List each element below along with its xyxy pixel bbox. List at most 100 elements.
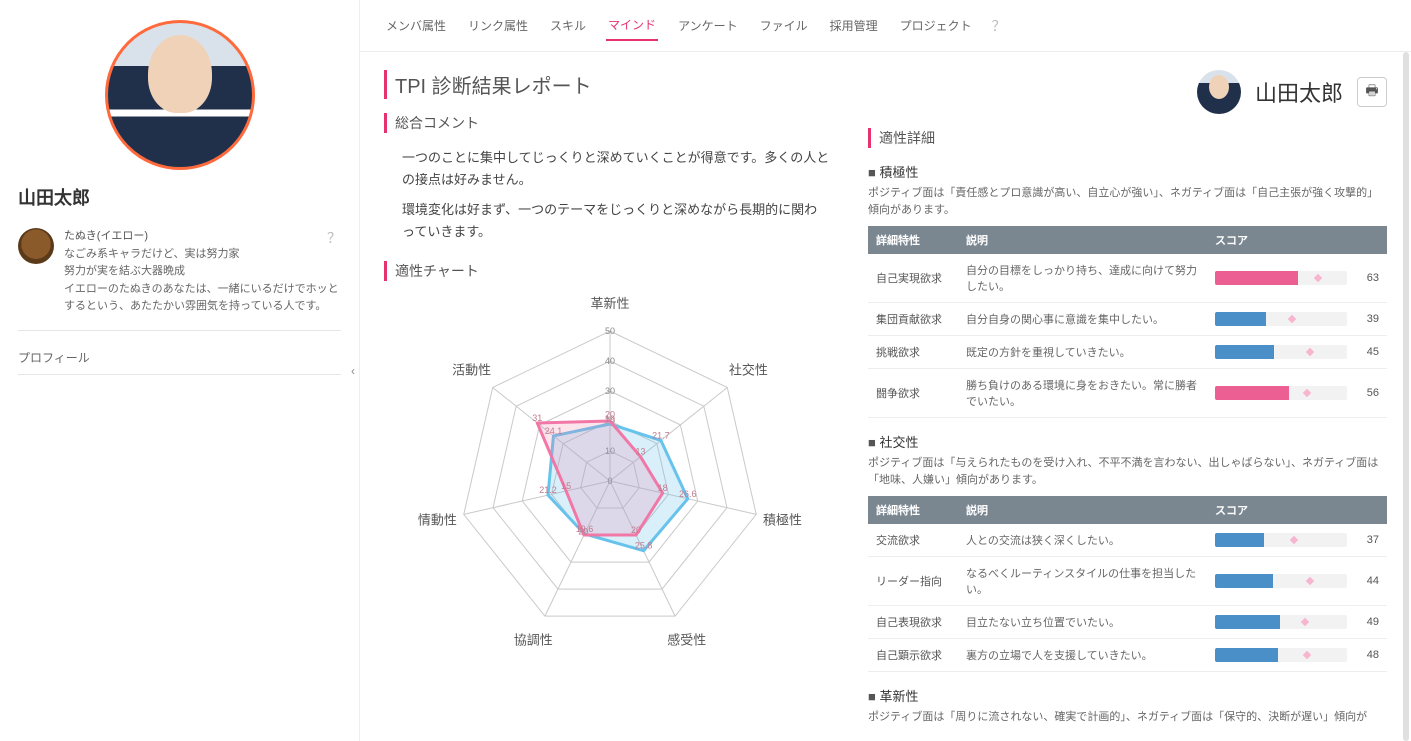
svg-text:15: 15 bbox=[561, 481, 571, 491]
table-row: 自己表現欲求目立たない立ち位置でいたい。49 bbox=[868, 606, 1387, 639]
svg-text:18: 18 bbox=[658, 483, 668, 493]
svg-text:40: 40 bbox=[605, 356, 615, 366]
tab-3[interactable]: マインド bbox=[606, 10, 658, 41]
tanuki-icon bbox=[18, 228, 54, 264]
trait-name: 集団貢献欲求 bbox=[868, 303, 958, 336]
svg-text:協調性: 協調性 bbox=[514, 633, 553, 648]
trait-score: 56 bbox=[1207, 369, 1387, 418]
tab-4[interactable]: アンケート bbox=[676, 11, 740, 40]
sidebar: 山田太郎 たぬき(イエロー) なごみ系キャラだけど、実は努力家 努力が実を結ぶ大… bbox=[0, 0, 360, 741]
th-desc: 説明 bbox=[958, 496, 1207, 524]
svg-text:感受性: 感受性 bbox=[667, 633, 706, 648]
trait-score: 63 bbox=[1207, 254, 1387, 303]
th-desc: 説明 bbox=[958, 226, 1207, 254]
trait-name: 自己表現欲求 bbox=[868, 606, 958, 639]
avatar[interactable] bbox=[105, 20, 255, 170]
sidebar-collapse-handle[interactable]: ‹ bbox=[346, 354, 360, 388]
content-right: 山田太郎 🖶 適性詳細 積極性ポジティブ面は「責任感とプロ意識が高い、自立心が強… bbox=[860, 52, 1411, 741]
tabs: メンバ属性リンク属性スキルマインドアンケートファイル採用管理プロジェクト ？ bbox=[360, 0, 1411, 52]
trait-score: 49 bbox=[1207, 606, 1387, 639]
svg-text:20: 20 bbox=[578, 527, 588, 537]
trait-desc: 目立たない立ち位置でいたい。 bbox=[958, 606, 1207, 639]
th-name: 詳細特性 bbox=[868, 496, 958, 524]
trait-desc: 裏方の立場で人を支援していきたい。 bbox=[958, 639, 1207, 672]
character-line: なごみ系キャラだけど、実は努力家 bbox=[64, 246, 341, 264]
table-row: 自己実現欲求自分の目標をしっかり持ち、達成に向けて努力したい。63 bbox=[868, 254, 1387, 303]
tab-7[interactable]: プロジェクト bbox=[898, 11, 974, 40]
trait-score: 45 bbox=[1207, 336, 1387, 369]
scrollbar[interactable] bbox=[1403, 52, 1409, 741]
trait-desc: なるべくルーティンスタイルの仕事を担当したい。 bbox=[958, 557, 1207, 606]
svg-text:革新性: 革新性 bbox=[590, 296, 629, 311]
trait-table: 詳細特性説明スコア交流欲求人との交流は狭く深くしたい。37リーダー指向なるべくル… bbox=[868, 496, 1387, 672]
trait-score: 39 bbox=[1207, 303, 1387, 336]
trait-desc: 既定の方針を重視していきたい。 bbox=[958, 336, 1207, 369]
trait-name: リーダー指向 bbox=[868, 557, 958, 606]
trait-desc: 自分の目標をしっかり持ち、達成に向けて努力したい。 bbox=[958, 254, 1207, 303]
content-left: TPI 診断結果レポート 総合コメント 一つのことに集中してじっくりと深めていく… bbox=[360, 52, 860, 741]
print-button[interactable]: 🖶 bbox=[1357, 77, 1387, 107]
trait-desc: 自分自身の関心事に意識を集中したい。 bbox=[958, 303, 1207, 336]
trait-table: 詳細特性説明スコア自己実現欲求自分の目標をしっかり持ち、達成に向けて努力したい。… bbox=[868, 226, 1387, 418]
svg-text:26.6: 26.6 bbox=[679, 489, 697, 499]
trait-score: 44 bbox=[1207, 557, 1387, 606]
table-row: 交流欲求人との交流は狭く深くしたい。37 bbox=[868, 524, 1387, 557]
mini-user-name: 山田太郎 bbox=[1255, 76, 1343, 108]
tab-1[interactable]: リンク属性 bbox=[466, 11, 530, 40]
summary-paragraph: 一つのことに集中してじっくりと深めていくことが得意です。多くの人との接点は好みま… bbox=[384, 143, 836, 195]
main: メンバ属性リンク属性スキルマインドアンケートファイル採用管理プロジェクト ？ TP… bbox=[360, 0, 1411, 741]
trait-desc: 勝ち負けのある環境に身をおきたい。常に勝者でいたい。 bbox=[958, 369, 1207, 418]
person-name: 山田太郎 bbox=[18, 184, 341, 210]
group-heading: 積極性 bbox=[868, 162, 1387, 181]
radar-chart: 01020304050革新性社交性積極性感受性協調性情動性活動性1921.726… bbox=[395, 291, 825, 671]
group-description: ポジティブ面は「責任感とプロ意識が高い、自立心が強い」、ネガティブ面は「自己主張… bbox=[868, 185, 1387, 218]
trait-name: 自己顕示欲求 bbox=[868, 639, 958, 672]
chart-heading: 適性チャート bbox=[384, 261, 836, 281]
svg-text:13: 13 bbox=[635, 447, 645, 457]
svg-text:社交性: 社交性 bbox=[729, 363, 768, 378]
tab-5[interactable]: ファイル bbox=[758, 11, 810, 40]
svg-text:情動性: 情動性 bbox=[418, 513, 457, 528]
character-block: たぬき(イエロー) なごみ系キャラだけど、実は努力家 努力が実を結ぶ大器晩成 イ… bbox=[18, 228, 341, 331]
character-title: たぬき(イエロー) bbox=[64, 228, 341, 246]
tab-0[interactable]: メンバ属性 bbox=[384, 11, 448, 40]
svg-text:24.1: 24.1 bbox=[545, 426, 563, 436]
svg-text:25.8: 25.8 bbox=[635, 541, 653, 551]
trait-score: 37 bbox=[1207, 524, 1387, 557]
help-icon[interactable]: ？ bbox=[327, 228, 341, 248]
svg-text:30: 30 bbox=[605, 386, 615, 396]
th-name: 詳細特性 bbox=[868, 226, 958, 254]
table-row: 闘争欲求勝ち負けのある環境に身をおきたい。常に勝者でいたい。56 bbox=[868, 369, 1387, 418]
svg-text:積極性: 積極性 bbox=[763, 513, 802, 528]
trait-name: 交流欲求 bbox=[868, 524, 958, 557]
character-line: 努力が実を結ぶ大器晩成 bbox=[64, 263, 341, 281]
svg-text:20: 20 bbox=[605, 410, 615, 420]
svg-text:50: 50 bbox=[605, 326, 615, 336]
group-description: ポジティブ面は「周りに流されない、確実で計画的」、ネガティブ面は「保守的、決断が… bbox=[868, 709, 1387, 726]
group-description: ポジティブ面は「与えられたものを受け入れ、不平不満を言わない、出しゃばらない」、… bbox=[868, 455, 1387, 488]
svg-text:31: 31 bbox=[532, 413, 542, 423]
trait-score: 48 bbox=[1207, 639, 1387, 672]
summary-heading: 総合コメント bbox=[384, 113, 836, 133]
trait-name: 闘争欲求 bbox=[868, 369, 958, 418]
table-row: 集団貢献欲求自分自身の関心事に意識を集中したい。39 bbox=[868, 303, 1387, 336]
mini-avatar[interactable] bbox=[1197, 70, 1241, 114]
summary-paragraph: 環境変化は好まず、一つのテーマをじっくりと深めながら長期的に関わっていきます。 bbox=[384, 195, 836, 247]
svg-text:21.7: 21.7 bbox=[652, 431, 670, 441]
table-row: リーダー指向なるべくルーティンスタイルの仕事を担当したい。44 bbox=[868, 557, 1387, 606]
svg-text:20: 20 bbox=[631, 525, 641, 535]
group-heading: 社交性 bbox=[868, 432, 1387, 451]
character-line: イエローのたぬきのあなたは、一緒にいるだけでホッとするという、あたたかい雰囲気を… bbox=[64, 281, 341, 316]
th-score: スコア bbox=[1207, 226, 1387, 254]
help-icon[interactable]: ？ bbox=[992, 16, 1006, 36]
group-heading: 革新性 bbox=[868, 686, 1387, 705]
trait-name: 自己実現欲求 bbox=[868, 254, 958, 303]
profile-link[interactable]: プロフィール bbox=[18, 341, 341, 375]
tab-2[interactable]: スキル bbox=[548, 11, 588, 40]
trait-desc: 人との交流は狭く深くしたい。 bbox=[958, 524, 1207, 557]
tab-6[interactable]: 採用管理 bbox=[828, 11, 880, 40]
svg-text:活動性: 活動性 bbox=[452, 363, 491, 378]
table-row: 挑戦欲求既定の方針を重視していきたい。45 bbox=[868, 336, 1387, 369]
th-score: スコア bbox=[1207, 496, 1387, 524]
table-row: 自己顕示欲求裏方の立場で人を支援していきたい。48 bbox=[868, 639, 1387, 672]
